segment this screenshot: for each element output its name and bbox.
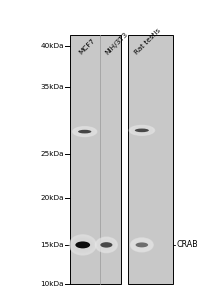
- Ellipse shape: [72, 126, 97, 137]
- Ellipse shape: [97, 238, 116, 251]
- Ellipse shape: [132, 239, 152, 251]
- Text: 20kDa: 20kDa: [41, 195, 64, 201]
- Ellipse shape: [98, 239, 115, 250]
- Ellipse shape: [130, 125, 154, 135]
- Text: Rat testis: Rat testis: [134, 27, 162, 56]
- Ellipse shape: [135, 128, 149, 132]
- Ellipse shape: [95, 236, 118, 253]
- Ellipse shape: [95, 237, 117, 253]
- Bar: [70, 34, 121, 284]
- Text: MCF7: MCF7: [77, 37, 96, 56]
- Ellipse shape: [72, 238, 93, 252]
- Ellipse shape: [133, 240, 151, 250]
- Ellipse shape: [75, 242, 90, 248]
- Ellipse shape: [70, 236, 96, 254]
- Ellipse shape: [100, 242, 112, 248]
- Text: CRABP1: CRABP1: [176, 240, 197, 249]
- Ellipse shape: [71, 237, 94, 253]
- Ellipse shape: [75, 128, 94, 135]
- Ellipse shape: [130, 126, 153, 135]
- Ellipse shape: [78, 130, 91, 134]
- Text: 40kDa: 40kDa: [41, 43, 64, 49]
- Ellipse shape: [130, 238, 153, 252]
- Ellipse shape: [74, 127, 95, 136]
- Ellipse shape: [69, 235, 96, 255]
- Ellipse shape: [69, 234, 97, 256]
- Ellipse shape: [128, 125, 155, 136]
- Ellipse shape: [131, 238, 152, 251]
- Ellipse shape: [132, 239, 151, 250]
- Ellipse shape: [130, 237, 154, 253]
- Text: NIH/3T3: NIH/3T3: [104, 31, 129, 56]
- Ellipse shape: [132, 127, 152, 134]
- Ellipse shape: [96, 238, 117, 252]
- Ellipse shape: [72, 237, 94, 253]
- Ellipse shape: [96, 238, 116, 252]
- Ellipse shape: [131, 238, 153, 252]
- Ellipse shape: [97, 239, 115, 251]
- Ellipse shape: [75, 128, 95, 136]
- Ellipse shape: [70, 236, 95, 254]
- Text: 15kDa: 15kDa: [41, 242, 64, 248]
- Ellipse shape: [131, 126, 153, 135]
- Ellipse shape: [73, 127, 96, 136]
- Ellipse shape: [74, 127, 96, 136]
- Text: 25kDa: 25kDa: [41, 151, 64, 157]
- Text: 10kDa: 10kDa: [41, 280, 64, 286]
- Ellipse shape: [131, 126, 152, 134]
- Bar: [128, 34, 173, 284]
- Ellipse shape: [129, 125, 155, 136]
- Ellipse shape: [72, 126, 98, 137]
- Ellipse shape: [136, 242, 148, 247]
- Text: 35kDa: 35kDa: [41, 84, 64, 90]
